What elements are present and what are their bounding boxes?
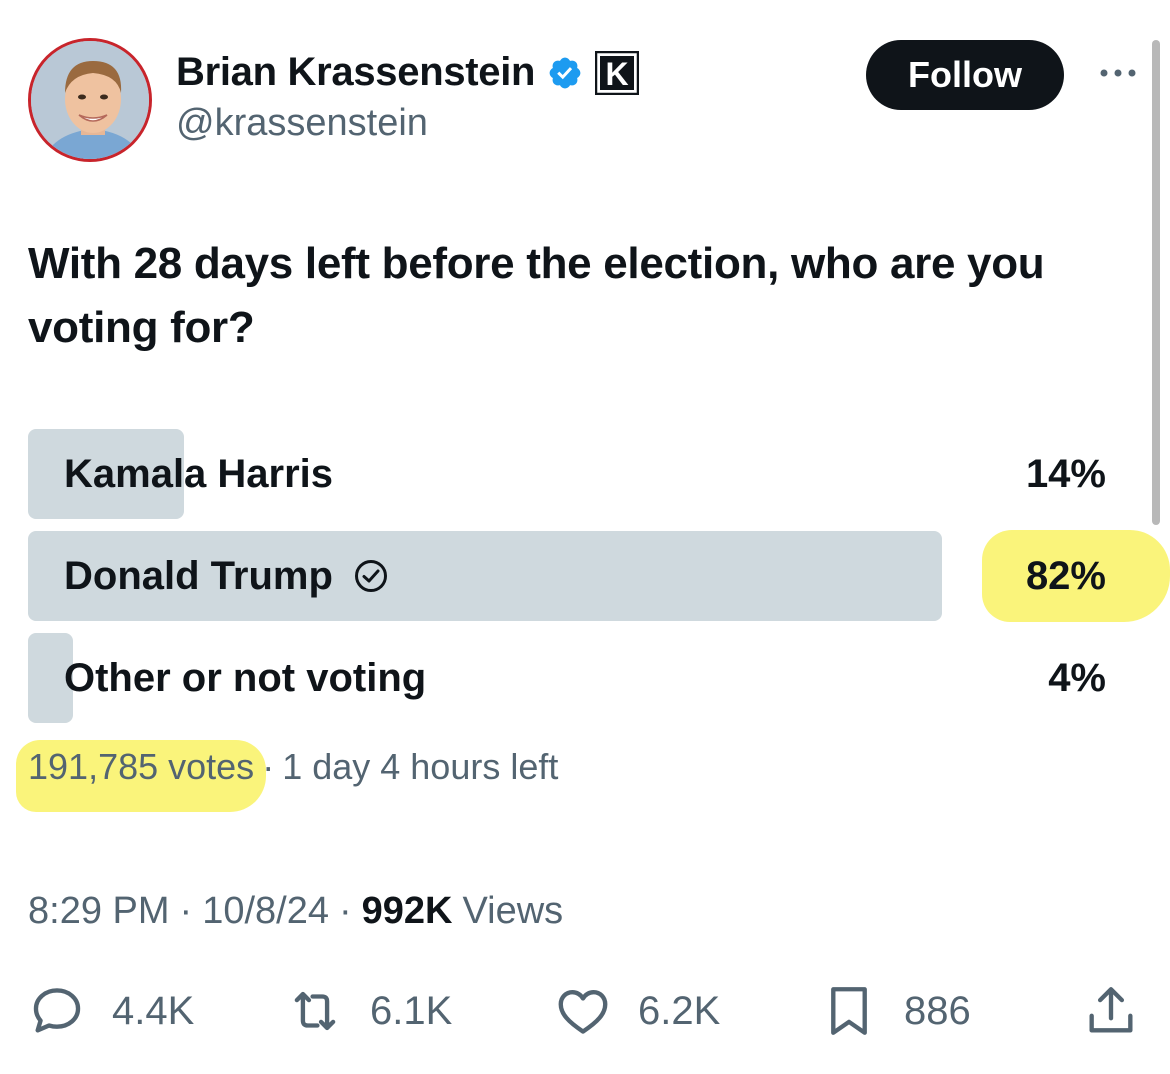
avatar-image <box>31 41 149 159</box>
tweet-timestamp: 8:29 PM · 10/8/24 · 992K Views <box>28 890 563 933</box>
follow-button[interactable]: Follow <box>866 40 1064 110</box>
like-button[interactable]: 6.2K <box>554 982 720 1040</box>
poll-option-percent: 4% <box>1048 655 1106 700</box>
affiliate-badge-icon[interactable]: K <box>595 50 640 95</box>
poll-vote-count: 191,785 votes <box>28 746 255 787</box>
poll-option-percent: 14% <box>1025 451 1106 496</box>
heart-icon <box>558 989 608 1034</box>
tweet-date[interactable]: 10/8/24 <box>202 890 329 932</box>
poll-bar <box>28 633 73 723</box>
separator-dot: · <box>179 890 193 932</box>
affiliate-badge-letter: K <box>606 56 629 92</box>
scrollbar[interactable] <box>1152 40 1160 525</box>
bookmark-button[interactable]: 886 <box>820 982 971 1040</box>
poll-bar <box>28 429 184 519</box>
poll-option-trump[interactable]: Donald Trump 82% <box>28 531 1118 621</box>
repost-button[interactable]: 6.1K <box>286 982 452 1040</box>
poll-option-other[interactable]: Other or not voting 4% <box>28 633 1118 723</box>
poll-meta: 191,785 votes · 1 day 4 hours left <box>28 746 558 788</box>
poll-option-label: Kamala Harris <box>64 451 334 496</box>
bookmark-count: 886 <box>904 988 971 1033</box>
tweet-time[interactable]: 8:29 PM <box>28 890 170 932</box>
repost-count: 6.1K <box>370 988 453 1033</box>
poll-option-percent: 82% <box>1025 553 1106 598</box>
author-handle[interactable]: @krassenstein <box>176 102 428 144</box>
views-count[interactable]: 992K <box>361 890 453 932</box>
repost-icon <box>294 991 336 1031</box>
reply-count: 4.4K <box>112 988 195 1033</box>
highlighter-mark <box>16 740 266 812</box>
share-icon[interactable] <box>1082 982 1140 1040</box>
separator-dot: · <box>262 746 275 787</box>
poll-time-left: 1 day 4 hours left <box>282 746 559 787</box>
views-label: Views <box>462 890 564 932</box>
poll-option-label: Other or not voting <box>64 655 427 700</box>
author-name[interactable]: Brian Krassenstein <box>176 50 536 94</box>
avatar[interactable] <box>28 38 152 162</box>
tweet-text: With 28 days left before the election, w… <box>28 239 1045 352</box>
verified-badge-icon[interactable] <box>547 55 583 91</box>
reply-button[interactable]: 4.4K <box>28 982 194 1040</box>
poll-option-label: Donald Trump <box>64 553 333 598</box>
reply-icon <box>33 988 81 1033</box>
highlighter-mark <box>982 530 1170 622</box>
author-row: Brian Krassenstein K <box>176 50 640 95</box>
voted-check-icon <box>354 560 387 592</box>
like-count: 6.2K <box>638 988 721 1033</box>
poll-bar <box>28 531 942 621</box>
bookmark-icon <box>831 987 867 1035</box>
more-options-icon[interactable] <box>1098 58 1138 88</box>
separator-dot: · <box>338 890 352 932</box>
poll-option-harris[interactable]: Kamala Harris 14% <box>28 429 1118 519</box>
